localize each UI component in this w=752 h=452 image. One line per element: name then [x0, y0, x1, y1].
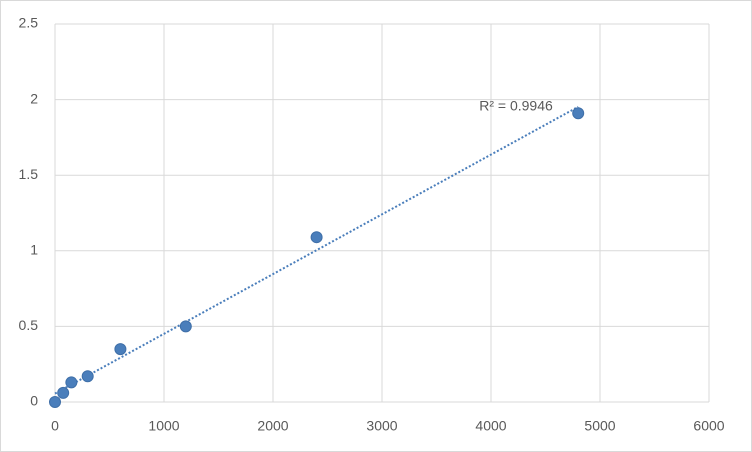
x-tick-label: 5000 — [584, 418, 615, 434]
y-tick-label: 1 — [30, 242, 38, 258]
data-point — [310, 231, 323, 244]
y-tick-label: 0.5 — [19, 317, 39, 333]
y-tick-label: 0 — [30, 393, 38, 409]
y-tick-label: 2 — [30, 90, 38, 106]
annotation: R² = 0.9946 — [479, 98, 553, 114]
y-tick-label: 2.5 — [19, 15, 39, 31]
x-tick-label: 6000 — [693, 418, 724, 434]
x-tick-label: 3000 — [366, 418, 397, 434]
data-point — [179, 320, 192, 333]
data-point — [49, 396, 61, 408]
x-tick-label: 0 — [51, 418, 59, 434]
data-point — [114, 343, 127, 356]
data-point — [572, 107, 585, 120]
trendline — [54, 105, 579, 395]
data-point — [81, 370, 94, 383]
x-tick-label: 4000 — [475, 418, 506, 434]
x-tick-label: 2000 — [257, 418, 288, 434]
y-tick-label: 1.5 — [19, 166, 39, 182]
x-tick-label: 1000 — [148, 418, 179, 434]
data-point — [57, 386, 70, 399]
data-point — [65, 376, 78, 389]
